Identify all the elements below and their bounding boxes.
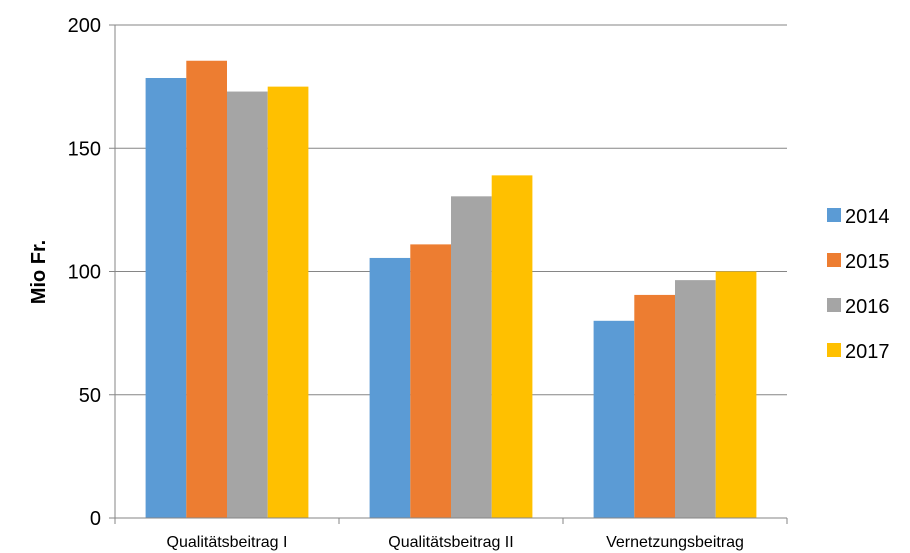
bar-2017 [715,271,757,518]
bar-2017 [491,175,533,519]
y-tick-label: 0 [90,508,101,530]
y-axis-title: Mio Fr. [28,240,50,304]
axes [114,25,788,524]
category-labels: Qualitätsbeitrag I Qualitätsbeitrag II Ver… [167,534,744,551]
bar-2017 [267,86,309,518]
y-tick-label: 200 [68,15,101,37]
y-tick-label: 150 [68,138,101,160]
bar-2015 [410,244,451,518]
legend-label: 2015 [845,251,890,273]
x-category-label: Qualitätsbeitrag I [167,534,288,551]
bars [145,60,757,519]
y-tick-label: 50 [79,385,101,407]
y-tick-label: 100 [68,262,101,284]
bar-2014 [145,77,187,518]
legend: 2014 2015 2016 2017 [827,206,890,363]
legend-label: 2017 [845,341,890,363]
x-category-label: Qualitätsbeitrag II [388,534,513,551]
legend-swatch [827,343,841,357]
legend-label: 2016 [845,296,890,318]
bar-2015 [186,60,227,519]
x-category-label: Vernetzungsbeitrag [606,534,744,551]
bar-2016 [675,280,716,518]
bar-2016 [227,91,268,519]
legend-swatch [827,298,841,312]
legend-swatch [827,253,841,267]
legend-swatch [827,208,841,222]
bar-2015 [634,294,675,518]
bar-2014 [593,320,635,518]
bar-2014 [369,257,411,518]
bar-2016 [451,196,492,518]
y-tick-labels: 0 50 100 150 200 [68,15,101,530]
legend-label: 2014 [845,206,890,228]
